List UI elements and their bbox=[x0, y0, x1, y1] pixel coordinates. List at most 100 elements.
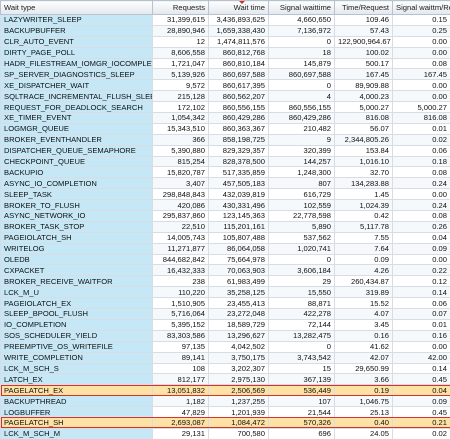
cell: 107 bbox=[268, 395, 335, 408]
cell: 4,660,650 bbox=[268, 14, 335, 26]
cell: 430,331,496 bbox=[208, 199, 269, 212]
cell: 0.04 bbox=[392, 384, 450, 397]
cell: 1,020,741 bbox=[268, 242, 335, 255]
table-row[interactable]: OLEDB 844,682,842 75,664,978 0 0.09 0.00 bbox=[0, 253, 450, 266]
cell: 0.00 bbox=[392, 253, 450, 266]
cell: 110,220 bbox=[152, 286, 209, 299]
table-row[interactable]: LCK_M_SCH_M 29,131 700,580 696 24.05 0.02 bbox=[0, 427, 450, 439]
table-row[interactable]: ASYNC_NETWORK_IO 295,837,860 123,145,363 22… bbox=[0, 210, 450, 222]
cell: SOS_SCHEDULER_YIELD bbox=[0, 329, 153, 342]
table-row[interactable]: HADR_FILESTREAM_IOMGR_IOCOMPLETION1,721,… bbox=[0, 57, 450, 70]
table-row[interactable]: LCK_M_SCH_S 108 3,202,307 15 29,650.99 0.14 bbox=[0, 362, 450, 375]
table-row[interactable]: LATCH_EX 812,177 2,975,130 367,139 3.66 0.45 bbox=[0, 373, 450, 386]
cell: 858,198,725 bbox=[208, 133, 269, 146]
cell: 5,139,926 bbox=[152, 68, 209, 81]
table-row[interactable]: PAGELATCH_SH 2,693,087 1,084,472 570,326 0.4… bbox=[0, 416, 450, 429]
cell: 1,510,905 bbox=[152, 297, 209, 310]
table-row[interactable]: SLEEP_BPOOL_FLUSH 5,716,064 23,272,048 422,… bbox=[0, 308, 450, 320]
table-row[interactable]: BACKUPIO 15,820,787 517,335,859 1,248,300 32… bbox=[0, 166, 450, 179]
table-row[interactable]: LAZYWRITER_SLEEP 31,399,615 3,436,893,625 4… bbox=[0, 14, 450, 26]
cell: CXPACKET bbox=[0, 264, 153, 277]
table-row[interactable]: LCK_M_U 110,220 35,258,125 15,550 319.89 0.14 bbox=[0, 286, 450, 299]
column-header[interactable]: Wait type bbox=[0, 0, 153, 15]
table-row[interactable]: CLR_AUTO_EVENT 12 1,474,811,576 0 122,900,96… bbox=[0, 35, 450, 48]
cell: 134,283.88 bbox=[334, 177, 393, 190]
column-header[interactable]: Time/Request bbox=[334, 0, 393, 15]
cell: 2,344,805.26 bbox=[334, 133, 393, 146]
table-row[interactable]: PAGELATCH_EX 13,051,832 2,506,569 536,449 0.… bbox=[0, 384, 450, 397]
cell: 4 bbox=[268, 90, 335, 103]
cell: 0.01 bbox=[392, 122, 450, 135]
cell: 31,399,615 bbox=[152, 14, 209, 26]
cell: 29,650.99 bbox=[334, 362, 393, 375]
table-row[interactable]: SOS_SCHEDULER_YIELD 83,303,586 13,296,627 1… bbox=[0, 329, 450, 342]
cell: 860,556,155 bbox=[268, 101, 335, 114]
table-row[interactable]: SLEEP_TASK 298,848,843 432,039,819 616,729 1… bbox=[0, 188, 450, 201]
table-row[interactable]: REQUEST_FOR_DEADLOCK_SEARCH 172,102 860,55… bbox=[0, 101, 450, 114]
cell: BROKER_EVENTHANDLER bbox=[0, 133, 153, 146]
column-header[interactable]: Requests bbox=[152, 0, 209, 15]
cell: ASYNC_IO_COMPLETION bbox=[0, 177, 153, 190]
table-row[interactable]: IO_COMPLETION 5,395,152 18,589,729 72,144 3.… bbox=[0, 318, 450, 331]
cell: WRITE_COMPLETION bbox=[0, 351, 153, 364]
column-header[interactable]: Signal waittime bbox=[268, 0, 335, 15]
table-row[interactable]: BACKUPTHREAD 1,182 1,237,255 107 1,046.75 0.0… bbox=[0, 395, 450, 408]
table-row[interactable]: LOGMGR_QUEUE 15,343,510 860,363,367 210,482… bbox=[0, 122, 450, 135]
cell: 47,829 bbox=[152, 406, 209, 418]
cell: SQLTRACE_INCREMENTAL_FLUSH_SLEEP bbox=[0, 90, 153, 103]
table-row[interactable]: XE_DISPATCHER_WAIT 9,572 860,617,395 0 89,90… bbox=[0, 79, 450, 92]
column-header[interactable]: Wait time bbox=[208, 0, 269, 15]
cell: 11,271,877 bbox=[152, 242, 209, 255]
cell: LATCH_EX bbox=[0, 373, 153, 386]
cell: 260,434.87 bbox=[334, 275, 393, 288]
cell: 0.00 bbox=[392, 46, 450, 59]
table-row[interactable]: CHECKPOINT_QUEUE 815,254 828,378,500 144,25… bbox=[0, 155, 450, 168]
cell: 153.84 bbox=[334, 144, 393, 157]
cell: REQUEST_FOR_DEADLOCK_SEARCH bbox=[0, 101, 153, 114]
table-row[interactable]: BROKER_EVENTHANDLER 366 858,198,725 9 2,344,… bbox=[0, 133, 450, 146]
cell: 97,135 bbox=[152, 340, 209, 353]
cell: 3,743,542 bbox=[268, 351, 335, 364]
table-row[interactable]: BROKER_RECEIVE_WAITFOR 238 61,983,499 29 260… bbox=[0, 275, 450, 288]
cell: 0.08 bbox=[392, 210, 450, 222]
cell: 144,257 bbox=[268, 155, 335, 168]
cell: CLR_AUTO_EVENT bbox=[0, 35, 153, 48]
table-row[interactable]: SQLTRACE_INCREMENTAL_FLUSH_SLEEP 215,128 8… bbox=[0, 90, 450, 103]
table-row[interactable]: CXPACKET 16,432,333 70,063,903 3,606,184 4.2… bbox=[0, 264, 450, 277]
cell: 860,556,155 bbox=[208, 101, 269, 114]
cell: 2,693,087 bbox=[152, 416, 209, 429]
cell: 0.09 bbox=[392, 395, 450, 408]
table-row[interactable]: PAGEIOLATCH_SH 14,005,743 105,807,488 537,5… bbox=[0, 231, 450, 244]
cell: 15 bbox=[268, 362, 335, 375]
cell: BROKER_TO_FLUSH bbox=[0, 199, 153, 212]
cell: 0.45 bbox=[392, 373, 450, 386]
table-row[interactable]: PREEMPTIVE_OS_WRITEFILE 97,135 4,042,502 0 4… bbox=[0, 340, 450, 353]
cell: 3.45 bbox=[334, 318, 393, 331]
table-row[interactable]: BROKER_TASK_STOP 22,510 115,201,161 5,890 5,… bbox=[0, 220, 450, 233]
cell: 57.43 bbox=[334, 24, 393, 37]
cell: LOGBUFFER bbox=[0, 406, 153, 418]
cell: 829,329,357 bbox=[208, 144, 269, 157]
cell: 536,449 bbox=[268, 384, 335, 397]
table-row[interactable]: SP_SERVER_DIAGNOSTICS_SLEEP 5,139,926 860,… bbox=[0, 68, 450, 81]
cell: WRITELOG bbox=[0, 242, 153, 255]
cell: 696 bbox=[268, 427, 335, 439]
table-row[interactable]: ASYNC_IO_COMPLETION 3,407 457,505,183 807 13… bbox=[0, 177, 450, 190]
cell: 5,395,152 bbox=[152, 318, 209, 331]
table-row[interactable]: BACKUPBUFFER 28,890,946 1,659,338,430 7,136… bbox=[0, 24, 450, 37]
cell: 432,039,819 bbox=[208, 188, 269, 201]
table-row[interactable]: DISPATCHER_QUEUE_SEMAPHORE 5,390,880 829,3… bbox=[0, 144, 450, 157]
cell: 0.15 bbox=[392, 14, 450, 26]
table-row[interactable]: PAGEIOLATCH_EX 1,510,905 23,455,413 88,871 1… bbox=[0, 297, 450, 310]
table-row[interactable]: DIRTY_PAGE_POLL 8,606,558 860,812,768 18 100… bbox=[0, 46, 450, 59]
table-row[interactable]: LOGBUFFER 47,829 1,201,939 21,544 25.13 0.45 bbox=[0, 406, 450, 418]
table-row[interactable]: WRITE_COMPLETION 89,141 3,750,175 3,743,542… bbox=[0, 351, 450, 364]
cell: 5,390,880 bbox=[152, 144, 209, 157]
cell: 500.17 bbox=[334, 57, 393, 70]
column-header[interactable]: Signal waittm/Req bbox=[392, 0, 450, 15]
table-row[interactable]: WRITELOG 11,271,877 86,064,058 1,020,741 7.6… bbox=[0, 242, 450, 255]
cell: DISPATCHER_QUEUE_SEMAPHORE bbox=[0, 144, 153, 157]
table-row[interactable]: XE_TIMER_EVENT 1,054,342 860,429,286 860,42… bbox=[0, 112, 450, 124]
cell: 56.07 bbox=[334, 122, 393, 135]
table-row[interactable]: BROKER_TO_FLUSH 420,086 430,331,496 102,559… bbox=[0, 199, 450, 212]
